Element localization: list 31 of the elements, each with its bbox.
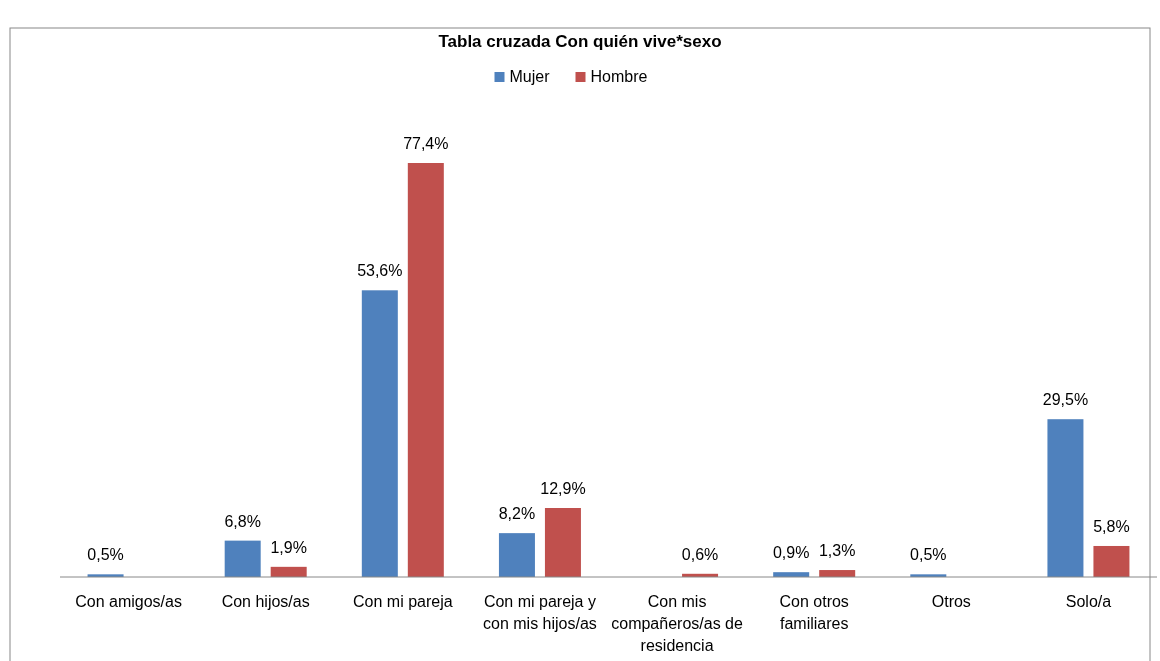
- bar: [361, 290, 398, 577]
- data-label: 53,6%: [357, 262, 403, 280]
- bar: [498, 533, 535, 577]
- x-tick-label: Con mis compañeros/as de residencia: [611, 593, 743, 654]
- bar: [407, 163, 444, 577]
- x-tick-label: Otros: [931, 593, 971, 610]
- data-label: 77,4%: [403, 135, 449, 152]
- data-label: 29,5%: [1042, 391, 1089, 409]
- bar: [544, 508, 581, 577]
- data-label: 0,6%: [681, 545, 719, 563]
- data-label: 8,2%: [498, 505, 536, 523]
- legend-label: Mujer: [509, 68, 551, 85]
- bar: [1047, 419, 1084, 577]
- x-tick-label: Con hijos/as: [221, 593, 310, 610]
- data-label: 5,8%: [1093, 517, 1130, 535]
- data-label: 0,9%: [772, 544, 810, 562]
- x-tick-label: Con mi pareja: [353, 593, 453, 610]
- chart-title: Tabla cruzada Con quién vive*sexo: [438, 32, 722, 51]
- data-label: 6,8%: [224, 512, 261, 530]
- data-label: 1,3%: [818, 542, 856, 560]
- data-label: 12,9%: [540, 480, 586, 497]
- data-label: 1,9%: [270, 538, 307, 556]
- bar: [224, 540, 261, 577]
- bar: [1093, 545, 1130, 577]
- data-label: 0,5%: [910, 546, 947, 564]
- x-tick-label: Solo/a: [1065, 593, 1112, 610]
- x-tick-label: Con mi pareja y con mis hijos/as: [483, 593, 597, 632]
- x-tick-label: Con otros familiares: [779, 593, 849, 632]
- x-tick-label: Con amigos/as: [75, 593, 182, 610]
- legend-label: Hombre: [590, 68, 648, 85]
- data-label: 0,5%: [87, 546, 124, 564]
